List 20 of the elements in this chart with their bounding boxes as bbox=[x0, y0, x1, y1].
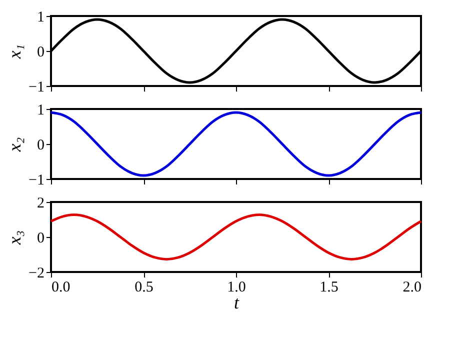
y-tick-label: −1 bbox=[28, 172, 44, 188]
x-tick-label: 0.5 bbox=[134, 280, 154, 296]
y-tick-label: 0 bbox=[37, 230, 44, 246]
y-tick-label: 2 bbox=[37, 196, 44, 212]
y-tick-label: 1 bbox=[37, 10, 44, 26]
x-axis-title: t bbox=[234, 292, 240, 312]
y-axis-title: x₂ bbox=[4, 137, 25, 153]
y-tick-label: −1 bbox=[28, 80, 44, 96]
line-series bbox=[50, 214, 422, 260]
y-tick-label: 0 bbox=[37, 44, 44, 60]
x-tick-label: 1.0 bbox=[227, 280, 246, 296]
y-tick-label: −2 bbox=[28, 266, 44, 282]
y-axis-title: x₁ bbox=[4, 44, 25, 60]
y-tick-label: 0 bbox=[37, 138, 44, 154]
y-axis-title: x₃ bbox=[4, 230, 25, 246]
x-tick-label: 0.0 bbox=[52, 280, 70, 296]
x-tick-label: 1.5 bbox=[320, 280, 338, 296]
y-tick-label: 1 bbox=[37, 102, 44, 118]
x-tick-label: 2.0 bbox=[402, 280, 422, 296]
line-series bbox=[50, 111, 422, 177]
